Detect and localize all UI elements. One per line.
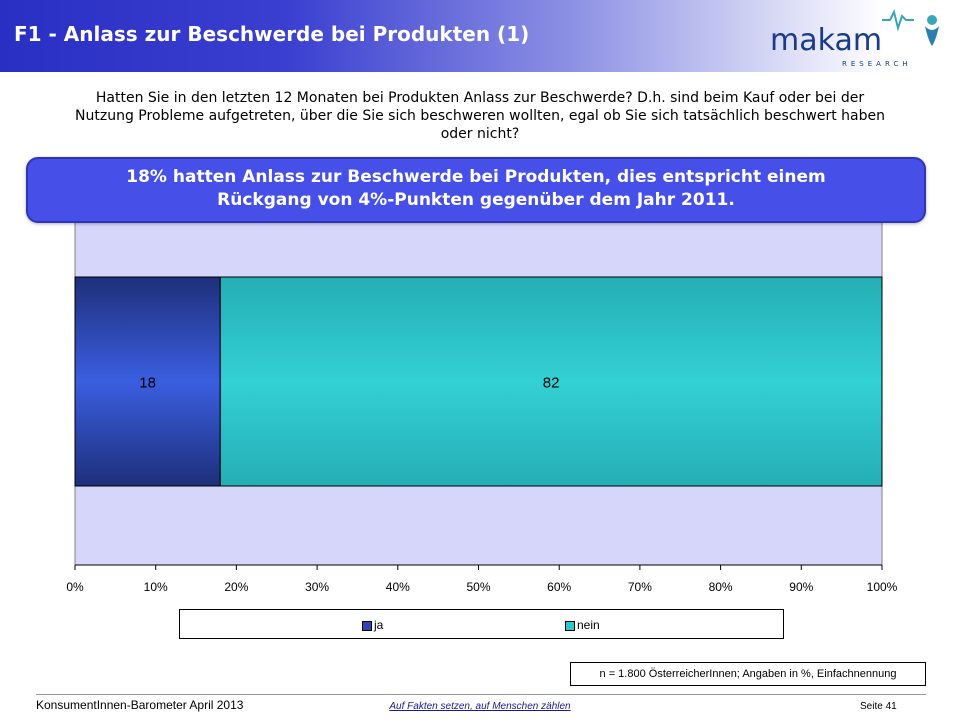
- makam-logo: makam RESEARCH: [770, 9, 939, 68]
- x-tick-label: 10%: [144, 580, 168, 594]
- logo-heartbeat-icon: [882, 9, 914, 32]
- x-tick-label: 0%: [66, 580, 84, 594]
- chart-legend: ja nein: [179, 609, 784, 639]
- data-label-ja: 18: [139, 375, 156, 392]
- footer-page-number: Seite 41: [860, 701, 897, 712]
- legend-item-nein: nein: [565, 618, 600, 632]
- logo-figure-head-icon: [927, 15, 937, 25]
- key-finding-callout: 18% hatten Anlass zur Beschwerde bei Pro…: [26, 157, 926, 223]
- footer-report-name: KonsumentInnen-Barometer April 2013: [36, 698, 244, 712]
- footer-divider: [36, 694, 926, 695]
- callout-line-2: Rückgang von 4%-Punkten gegenüber dem Ja…: [217, 190, 735, 210]
- logo-wordmark: makam: [770, 23, 882, 58]
- legend-label-ja: ja: [374, 618, 384, 632]
- logo-figure-body-icon: [925, 26, 939, 46]
- legend-item-ja: ja: [362, 618, 383, 632]
- x-tick-label: 20%: [224, 580, 248, 594]
- legend-swatch-ja: [362, 620, 372, 631]
- footer-slogan: Auf Fakten setzen, auf Menschen zählen: [389, 701, 571, 712]
- logo-subtext: RESEARCH: [842, 60, 912, 68]
- header-band: [0, 0, 960, 72]
- legend-label-nein: nein: [577, 618, 600, 632]
- bar-ja: [74, 276, 221, 487]
- x-tick-label: 30%: [305, 580, 329, 594]
- x-tick-label: 40%: [386, 580, 410, 594]
- data-label-nein: 82: [543, 375, 560, 392]
- bar-nein: [219, 276, 883, 487]
- callout-line-1: 18% hatten Anlass zur Beschwerde bei Pro…: [126, 167, 826, 187]
- sample-note: n = 1.800 ÖsterreicherInnen; Angaben in …: [570, 662, 926, 686]
- legend-swatch-nein: [565, 620, 575, 631]
- x-tick-label: 80%: [709, 580, 733, 594]
- survey-question: Hatten Sie in den letzten 12 Monaten bei…: [75, 90, 885, 142]
- x-tick-label: 50%: [466, 580, 490, 594]
- slide-title: F1 - Anlass zur Beschwerde bei Produkten…: [14, 22, 530, 46]
- x-tick-label: 70%: [628, 580, 652, 594]
- x-tick-label: 90%: [789, 580, 813, 594]
- x-tick-label: 100%: [867, 580, 898, 594]
- x-tick-label: 60%: [547, 580, 571, 594]
